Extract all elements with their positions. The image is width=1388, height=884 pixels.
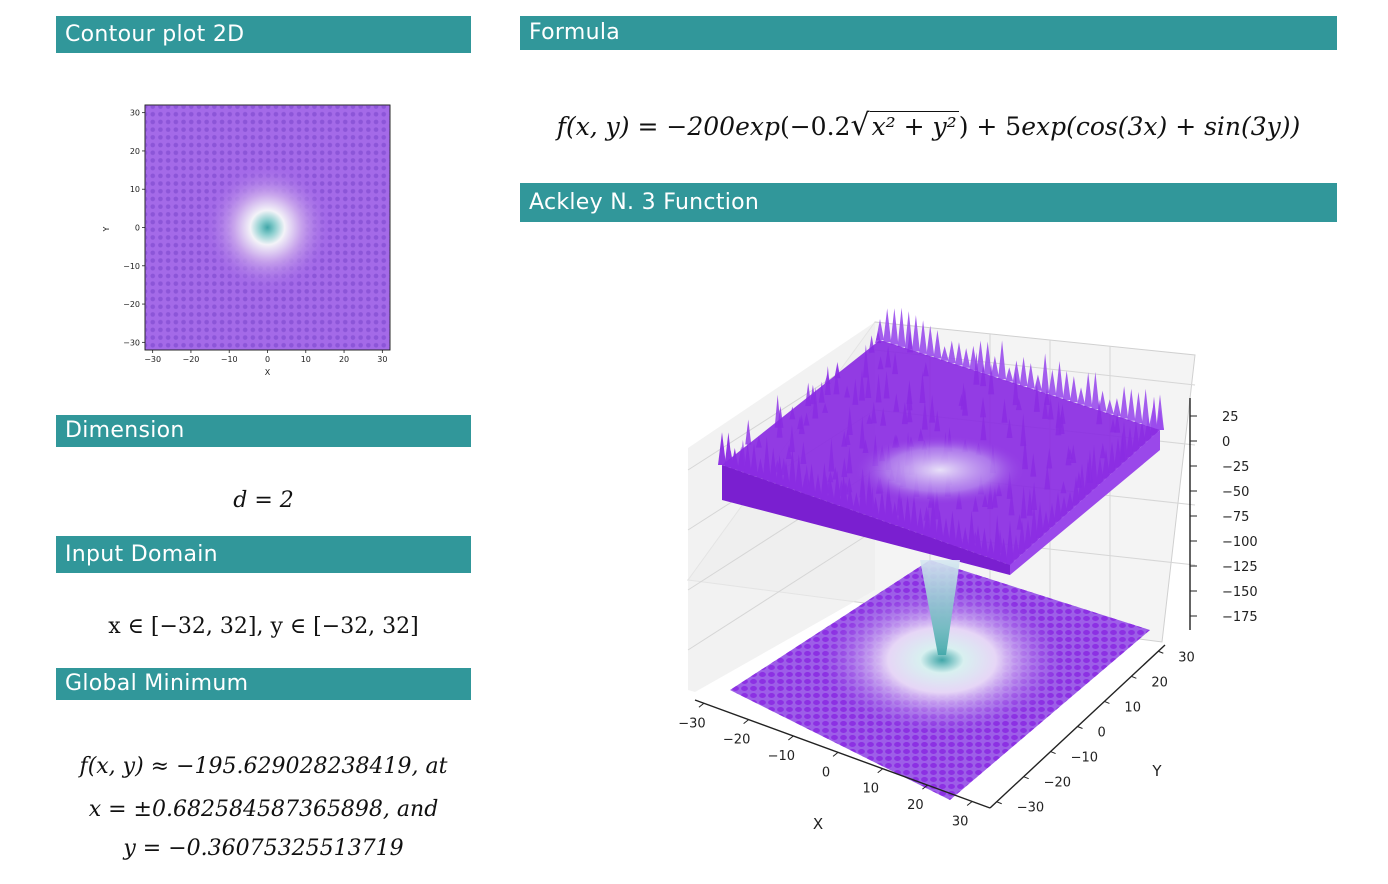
surface-ytick-label: 10 [1124, 700, 1141, 715]
surface-ztick-label: −100 [1222, 535, 1258, 550]
surface-ztick-label: −50 [1222, 485, 1249, 500]
surface-ytick-label: −30 [1017, 801, 1044, 816]
surface-ytick-label: 30 [1178, 650, 1195, 665]
surface-ytick-label: 20 [1151, 675, 1168, 690]
contour-ylabel: Y [102, 226, 111, 232]
surface-ztick-label: −175 [1222, 610, 1258, 625]
contour-xtick-label: 10 [301, 355, 311, 364]
global-minimum-header: Global Minimum [56, 668, 471, 700]
surface-ztick-label: −125 [1222, 560, 1258, 575]
surface-funnel [920, 560, 960, 655]
function-title: Ackley N. 3 Function [529, 189, 760, 215]
contour-ytick-label: 0 [135, 224, 140, 233]
dimension-header: Dimension [56, 415, 471, 447]
surface-ztick-label: −75 [1222, 510, 1249, 525]
contour-xtick-label: −20 [182, 355, 199, 364]
global-minimum-title: Global Minimum [65, 671, 249, 696]
surface-xtick-label: −20 [723, 733, 750, 748]
surface-ytick-label: −20 [1044, 776, 1071, 791]
contour-xtick-label: −10 [221, 355, 238, 364]
surface-xtick-label: −30 [678, 716, 705, 731]
surface-ztick-label: −25 [1222, 460, 1249, 475]
surface-xlabel: X [813, 815, 823, 833]
contour-ytick-label: −20 [123, 300, 140, 309]
surface-xtick-label: 20 [907, 798, 924, 813]
contour-plot-title: Contour plot 2D [65, 21, 245, 47]
contour-plot-header: Contour plot 2D [56, 16, 471, 53]
surface-xtick-label: −10 [768, 749, 795, 764]
contour-plot: −30 −20 −10 0 10 20 30 30 20 10 0 −10 −20 −30 X Y [102, 104, 391, 377]
dimension-title: Dimension [65, 418, 185, 443]
contour-xtick-label: 30 [377, 355, 387, 364]
contour-ytick-label: −30 [123, 338, 140, 347]
formula-title: Formula [529, 20, 621, 45]
input-domain-value: x ∈ [−32, 32], y ∈ [−32, 32] [108, 614, 419, 639]
contour-xtick-label: 0 [265, 355, 270, 364]
contour-xtick-label: −30 [144, 355, 161, 364]
contour-ytick-label: 30 [130, 109, 140, 118]
surface-xtick-label: 10 [862, 782, 879, 797]
contour-ytick-label: 20 [130, 147, 140, 156]
formula-expression: f(x, y) = −200exp(−0.2√x² + y²) + 5exp(c… [556, 108, 1301, 143]
formula-header: Formula [520, 16, 1337, 50]
surface-xtick-label: 30 [952, 814, 969, 829]
input-domain-header: Input Domain [56, 536, 471, 573]
function-header: Ackley N. 3 Function [520, 183, 1337, 222]
surface-ztick-label: 0 [1222, 435, 1230, 450]
surface-xtick-label: 0 [822, 765, 830, 780]
surface-ztick-label: 25 [1222, 410, 1239, 425]
surface-ytick-label: 0 [1098, 726, 1106, 741]
minimum-line-3: y = −0.36075325513719 [123, 836, 404, 861]
surface-ylabel: Y [1151, 762, 1162, 780]
dimension-value: d = 2 [233, 488, 294, 513]
surface-ztick-label: −150 [1222, 585, 1258, 600]
minimum-line-1: f(x, y) ≈ −195.629028238419, at [79, 754, 448, 779]
contour-ytick-label: −10 [123, 262, 140, 271]
contour-xtick-label: 20 [339, 355, 349, 364]
contour-ytick-label: 10 [130, 185, 140, 194]
input-domain-title: Input Domain [65, 541, 218, 567]
contour-xlabel: X [265, 368, 271, 377]
minimum-line-2: x = ±0.682584587365898, and [88, 797, 439, 822]
surface-ytick-label: −10 [1071, 751, 1098, 766]
